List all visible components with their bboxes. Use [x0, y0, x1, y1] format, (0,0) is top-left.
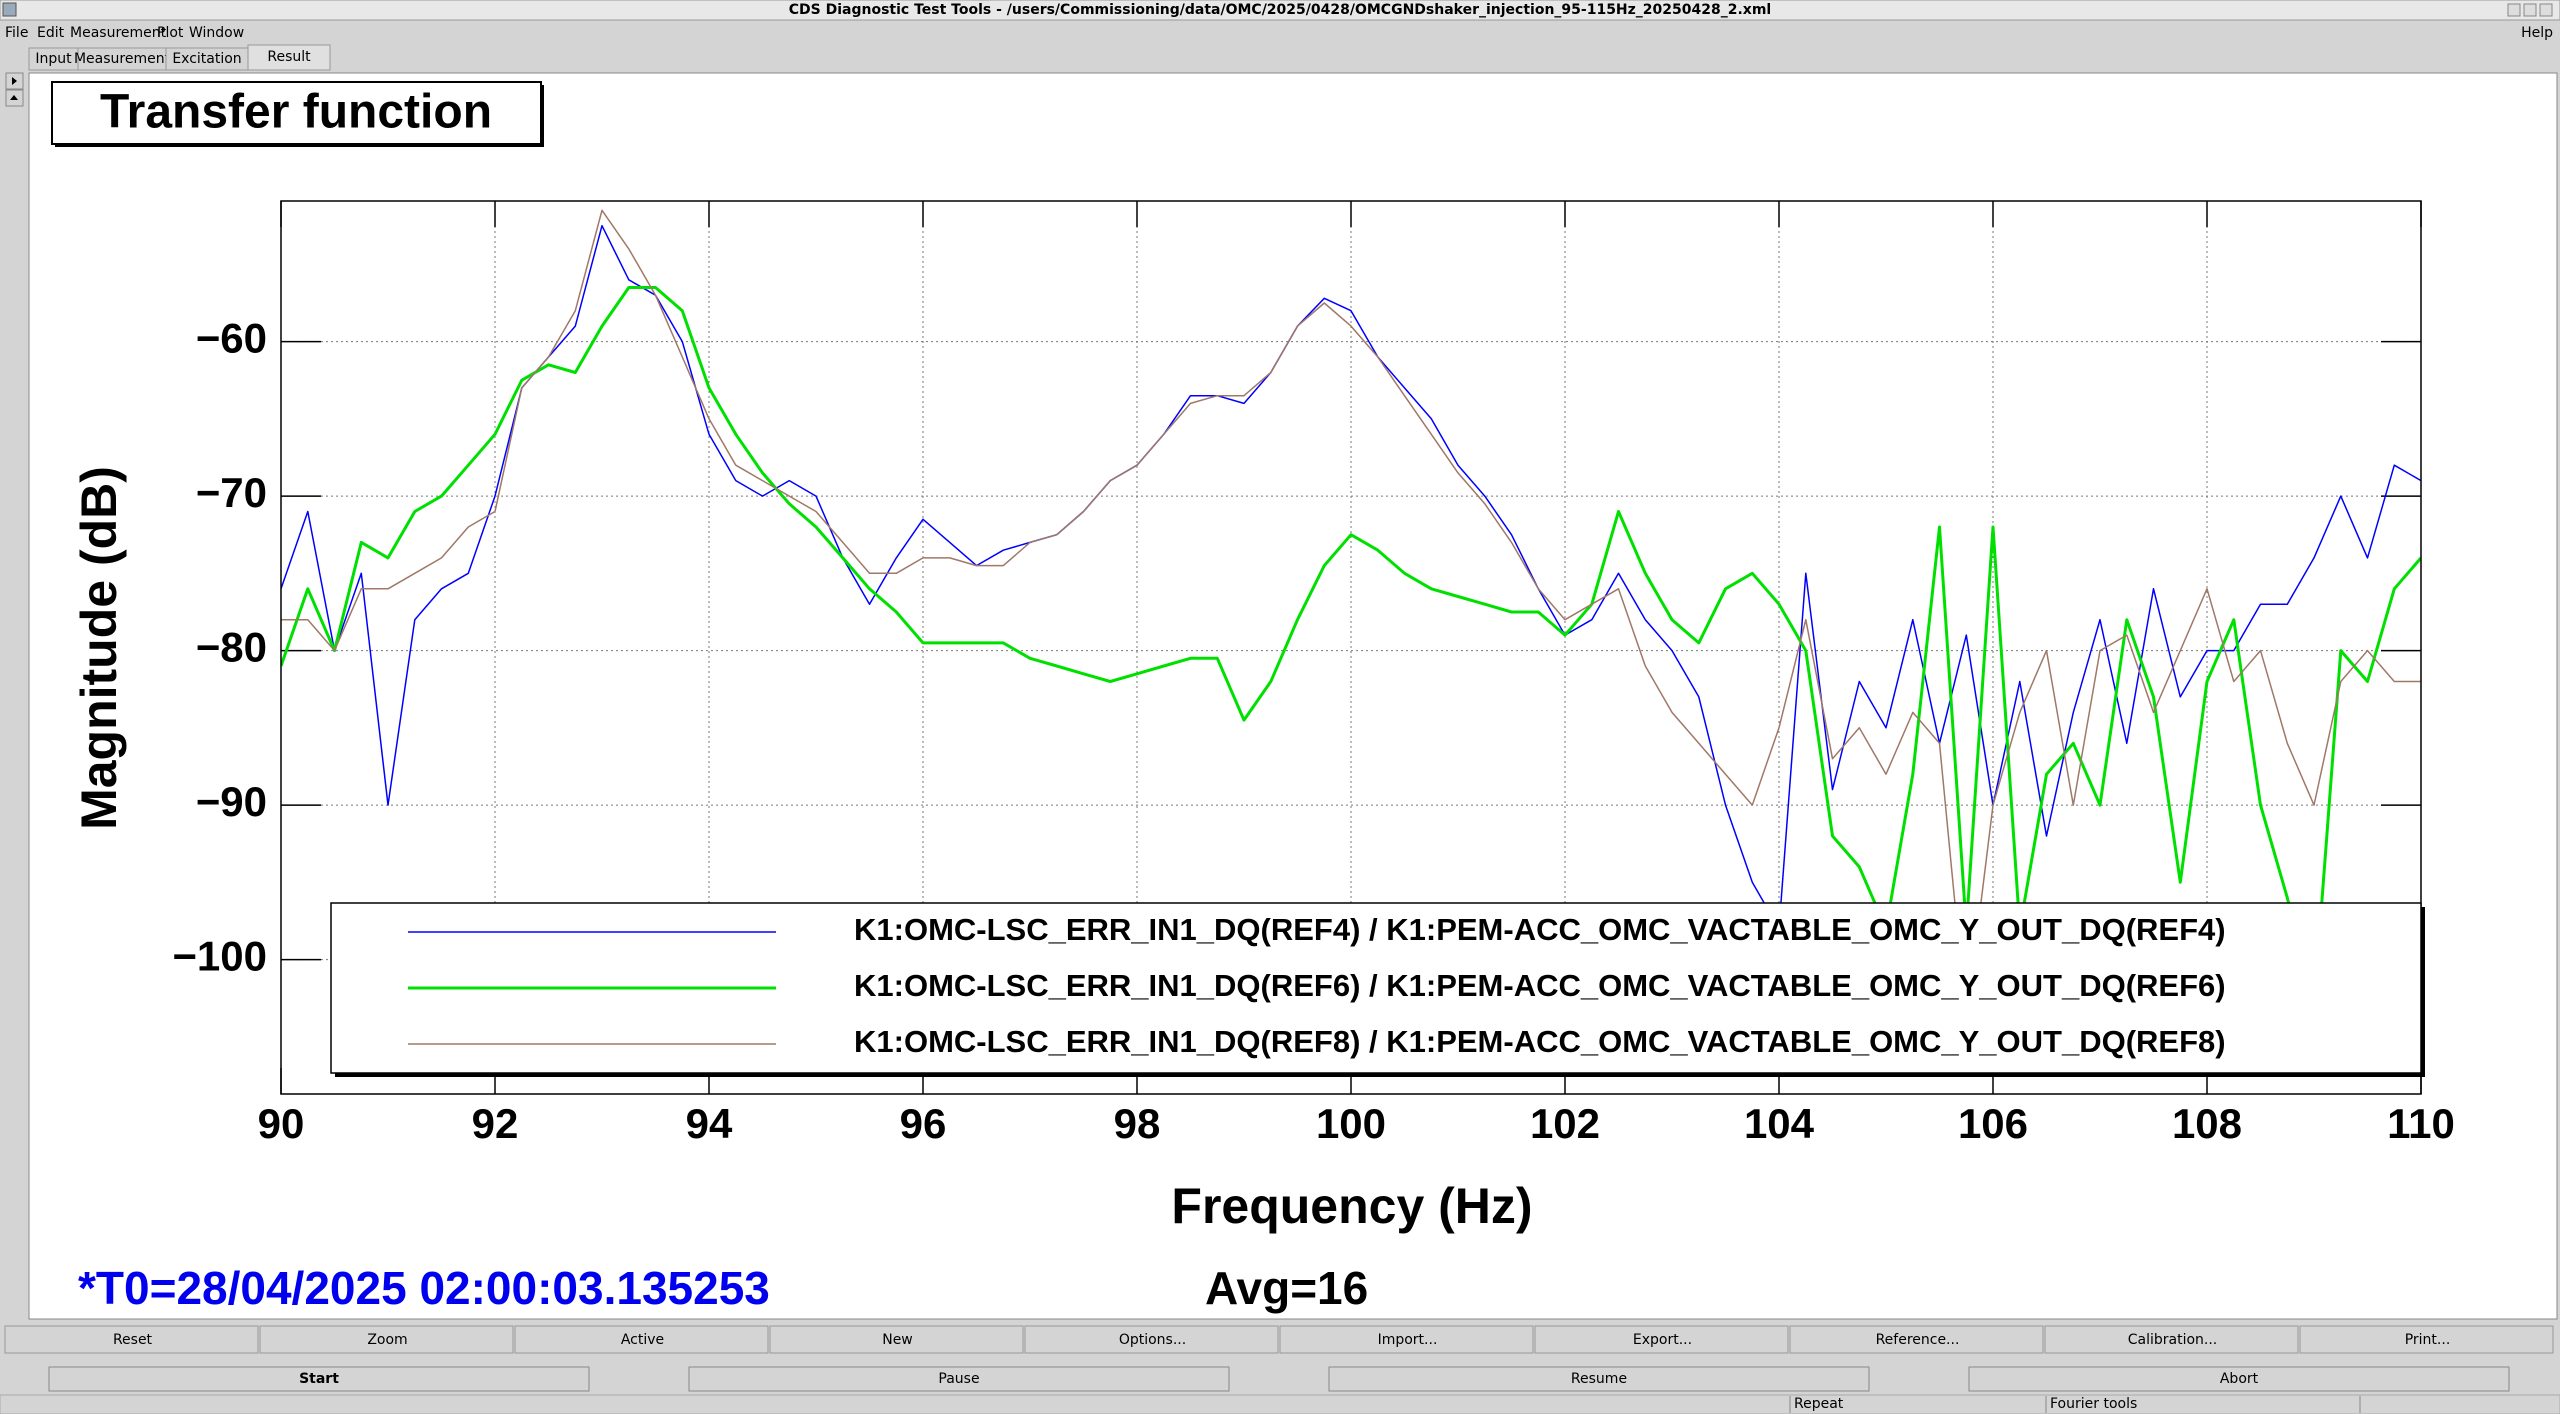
series-line	[281, 209, 2421, 1023]
t0-label: *T0=28/04/2025 02:00:03.135253	[78, 1262, 770, 1314]
y-tick-label: −60	[196, 315, 267, 362]
toolbar-button[interactable]	[1789, 1325, 2044, 1354]
toolbar-button-label[interactable]: Reference...	[1876, 1332, 1960, 1348]
x-tick-label: 104	[1744, 1100, 1815, 1147]
control-button-label[interactable]: Abort	[2220, 1371, 2259, 1387]
control-button[interactable]	[1328, 1366, 1870, 1392]
menu-item[interactable]: Plot	[157, 25, 184, 41]
tab[interactable]	[247, 44, 331, 71]
control-button-label[interactable]: Pause	[938, 1371, 979, 1387]
toolbar-button-label[interactable]: Active	[621, 1332, 664, 1348]
status-bar	[0, 1394, 2560, 1414]
toolbar-button-label[interactable]: New	[882, 1332, 913, 1348]
tab-label[interactable]: Result	[267, 49, 311, 65]
toolbar-button-label[interactable]: Export...	[1633, 1332, 1692, 1348]
toolbar-button-label[interactable]: Calibration...	[2128, 1332, 2218, 1348]
x-axis-title: Frequency (Hz)	[1171, 1178, 1532, 1234]
x-tick-label: 102	[1530, 1100, 1600, 1147]
tab-label[interactable]: Input	[35, 51, 72, 67]
window-title: CDS Diagnostic Test Tools - /users/Commi…	[789, 2, 1771, 18]
toolbar-button[interactable]	[514, 1325, 769, 1354]
x-tick-label: 108	[2172, 1100, 2242, 1147]
control-button[interactable]	[1968, 1366, 2510, 1392]
legend-label: K1:OMC-LSC_ERR_IN1_DQ(REF8) / K1:PEM-ACC…	[854, 1024, 2226, 1059]
tab-label[interactable]: Excitation	[172, 51, 241, 67]
plot-lines	[281, 209, 2421, 1023]
toolbar-button-label[interactable]: Import...	[1378, 1332, 1438, 1348]
window-control[interactable]	[2507, 3, 2521, 17]
x-tick-label: 110	[2387, 1100, 2455, 1147]
toolbar-button[interactable]	[4, 1325, 259, 1354]
menu-bar	[0, 21, 2560, 44]
toolbar-button[interactable]	[2299, 1325, 2554, 1354]
title-box	[51, 81, 542, 145]
toolbar-button[interactable]	[259, 1325, 514, 1354]
x-tick-label: 94	[686, 1100, 733, 1147]
x-tick-label: 98	[1114, 1100, 1161, 1147]
status-field: Repeat	[1794, 1396, 1844, 1412]
y-tick-label: −80	[196, 624, 267, 671]
toolbar-button-label[interactable]: Options...	[1119, 1332, 1186, 1348]
x-tick-label: 96	[900, 1100, 947, 1147]
toolbar-button[interactable]	[1279, 1325, 1534, 1354]
y-tick-label: −90	[196, 778, 267, 825]
toolbar-button-label[interactable]: Zoom	[367, 1332, 407, 1348]
y-axis-title: Magnitude (dB)	[71, 466, 127, 830]
y-tick-label: −70	[196, 469, 267, 516]
menu-item[interactable]: Measurement	[70, 25, 167, 41]
plot-frame	[280, 200, 2422, 1095]
x-tick-label: 100	[1316, 1100, 1386, 1147]
tab-label[interactable]: Measurement	[74, 51, 171, 67]
control-button[interactable]	[688, 1366, 1230, 1392]
toolbar-button[interactable]	[1534, 1325, 1789, 1354]
control-button-label[interactable]: Resume	[1571, 1371, 1627, 1387]
window-icon	[2, 2, 17, 17]
menu-help[interactable]: Help	[2521, 25, 2553, 41]
status-field: Fourier tools	[2050, 1396, 2137, 1412]
control-button-label[interactable]: Start	[299, 1371, 339, 1387]
toolbar-button[interactable]	[1024, 1325, 1279, 1354]
y-tick-label: −100	[172, 933, 267, 980]
x-tick-label: 106	[1958, 1100, 2028, 1147]
menu-item[interactable]: Window	[189, 25, 244, 41]
window-control[interactable]	[2539, 3, 2553, 17]
legend-label: K1:OMC-LSC_ERR_IN1_DQ(REF4) / K1:PEM-ACC…	[854, 912, 2226, 947]
scroll-up-arrow	[12, 77, 17, 85]
menu-item[interactable]: Edit	[37, 25, 65, 41]
toolbar-button-label[interactable]: Print...	[2405, 1332, 2451, 1348]
scroll-down-arrow	[10, 95, 18, 100]
x-tick-label: 90	[258, 1100, 305, 1147]
toolbar-button-label[interactable]: Reset	[113, 1332, 153, 1348]
toolbar-button[interactable]	[2044, 1325, 2299, 1354]
avg-label: Avg=16	[1205, 1262, 1368, 1314]
control-button[interactable]	[48, 1366, 590, 1392]
x-tick-label: 92	[472, 1100, 519, 1147]
toolbar-button[interactable]	[769, 1325, 1024, 1354]
window-control[interactable]	[2523, 3, 2537, 17]
chart-title: Transfer function	[100, 86, 492, 139]
menu-item[interactable]: File	[5, 25, 28, 41]
title-bar	[0, 0, 2560, 21]
legend-label: K1:OMC-LSC_ERR_IN1_DQ(REF6) / K1:PEM-ACC…	[854, 968, 2226, 1003]
